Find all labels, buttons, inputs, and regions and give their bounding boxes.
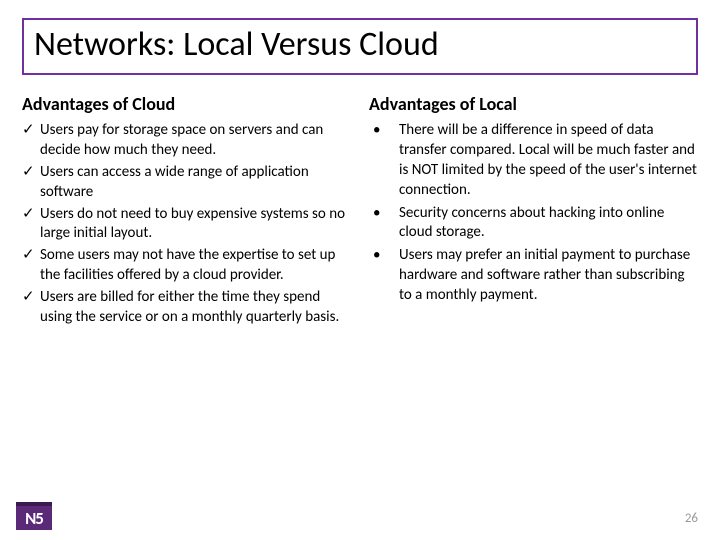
right-heading: Advantages of Local [369,93,698,115]
right-column: Advantages of Local There will be a diff… [369,93,698,329]
list-item: Some users may not have the expertise to… [22,246,351,286]
list-item: Users may prefer an initial payment to p… [369,246,698,305]
left-column: Advantages of Cloud Users pay for storag… [22,93,351,329]
list-item: There will be a difference in speed of d… [369,121,698,200]
logo-badge: N5 [16,502,52,530]
title-box: Networks: Local Versus Cloud [22,18,698,75]
list-item: Users do not need to buy expensive syste… [22,205,351,245]
list-item: Security concerns about hacking into onl… [369,204,698,244]
local-advantages-list: There will be a difference in speed of d… [369,121,698,305]
list-item: Users are billed for either the time the… [22,288,351,328]
list-item: Users can access a wide range of applica… [22,163,351,203]
slide-title: Networks: Local Versus Cloud [34,26,686,63]
page-number: 26 [685,511,698,526]
cloud-advantages-list: Users pay for storage space on servers a… [22,121,351,327]
content-columns: Advantages of Cloud Users pay for storag… [22,93,698,329]
left-heading: Advantages of Cloud [22,93,351,115]
slide: Networks: Local Versus Cloud Advantages … [0,0,720,540]
list-item: Users pay for storage space on servers a… [22,121,351,161]
